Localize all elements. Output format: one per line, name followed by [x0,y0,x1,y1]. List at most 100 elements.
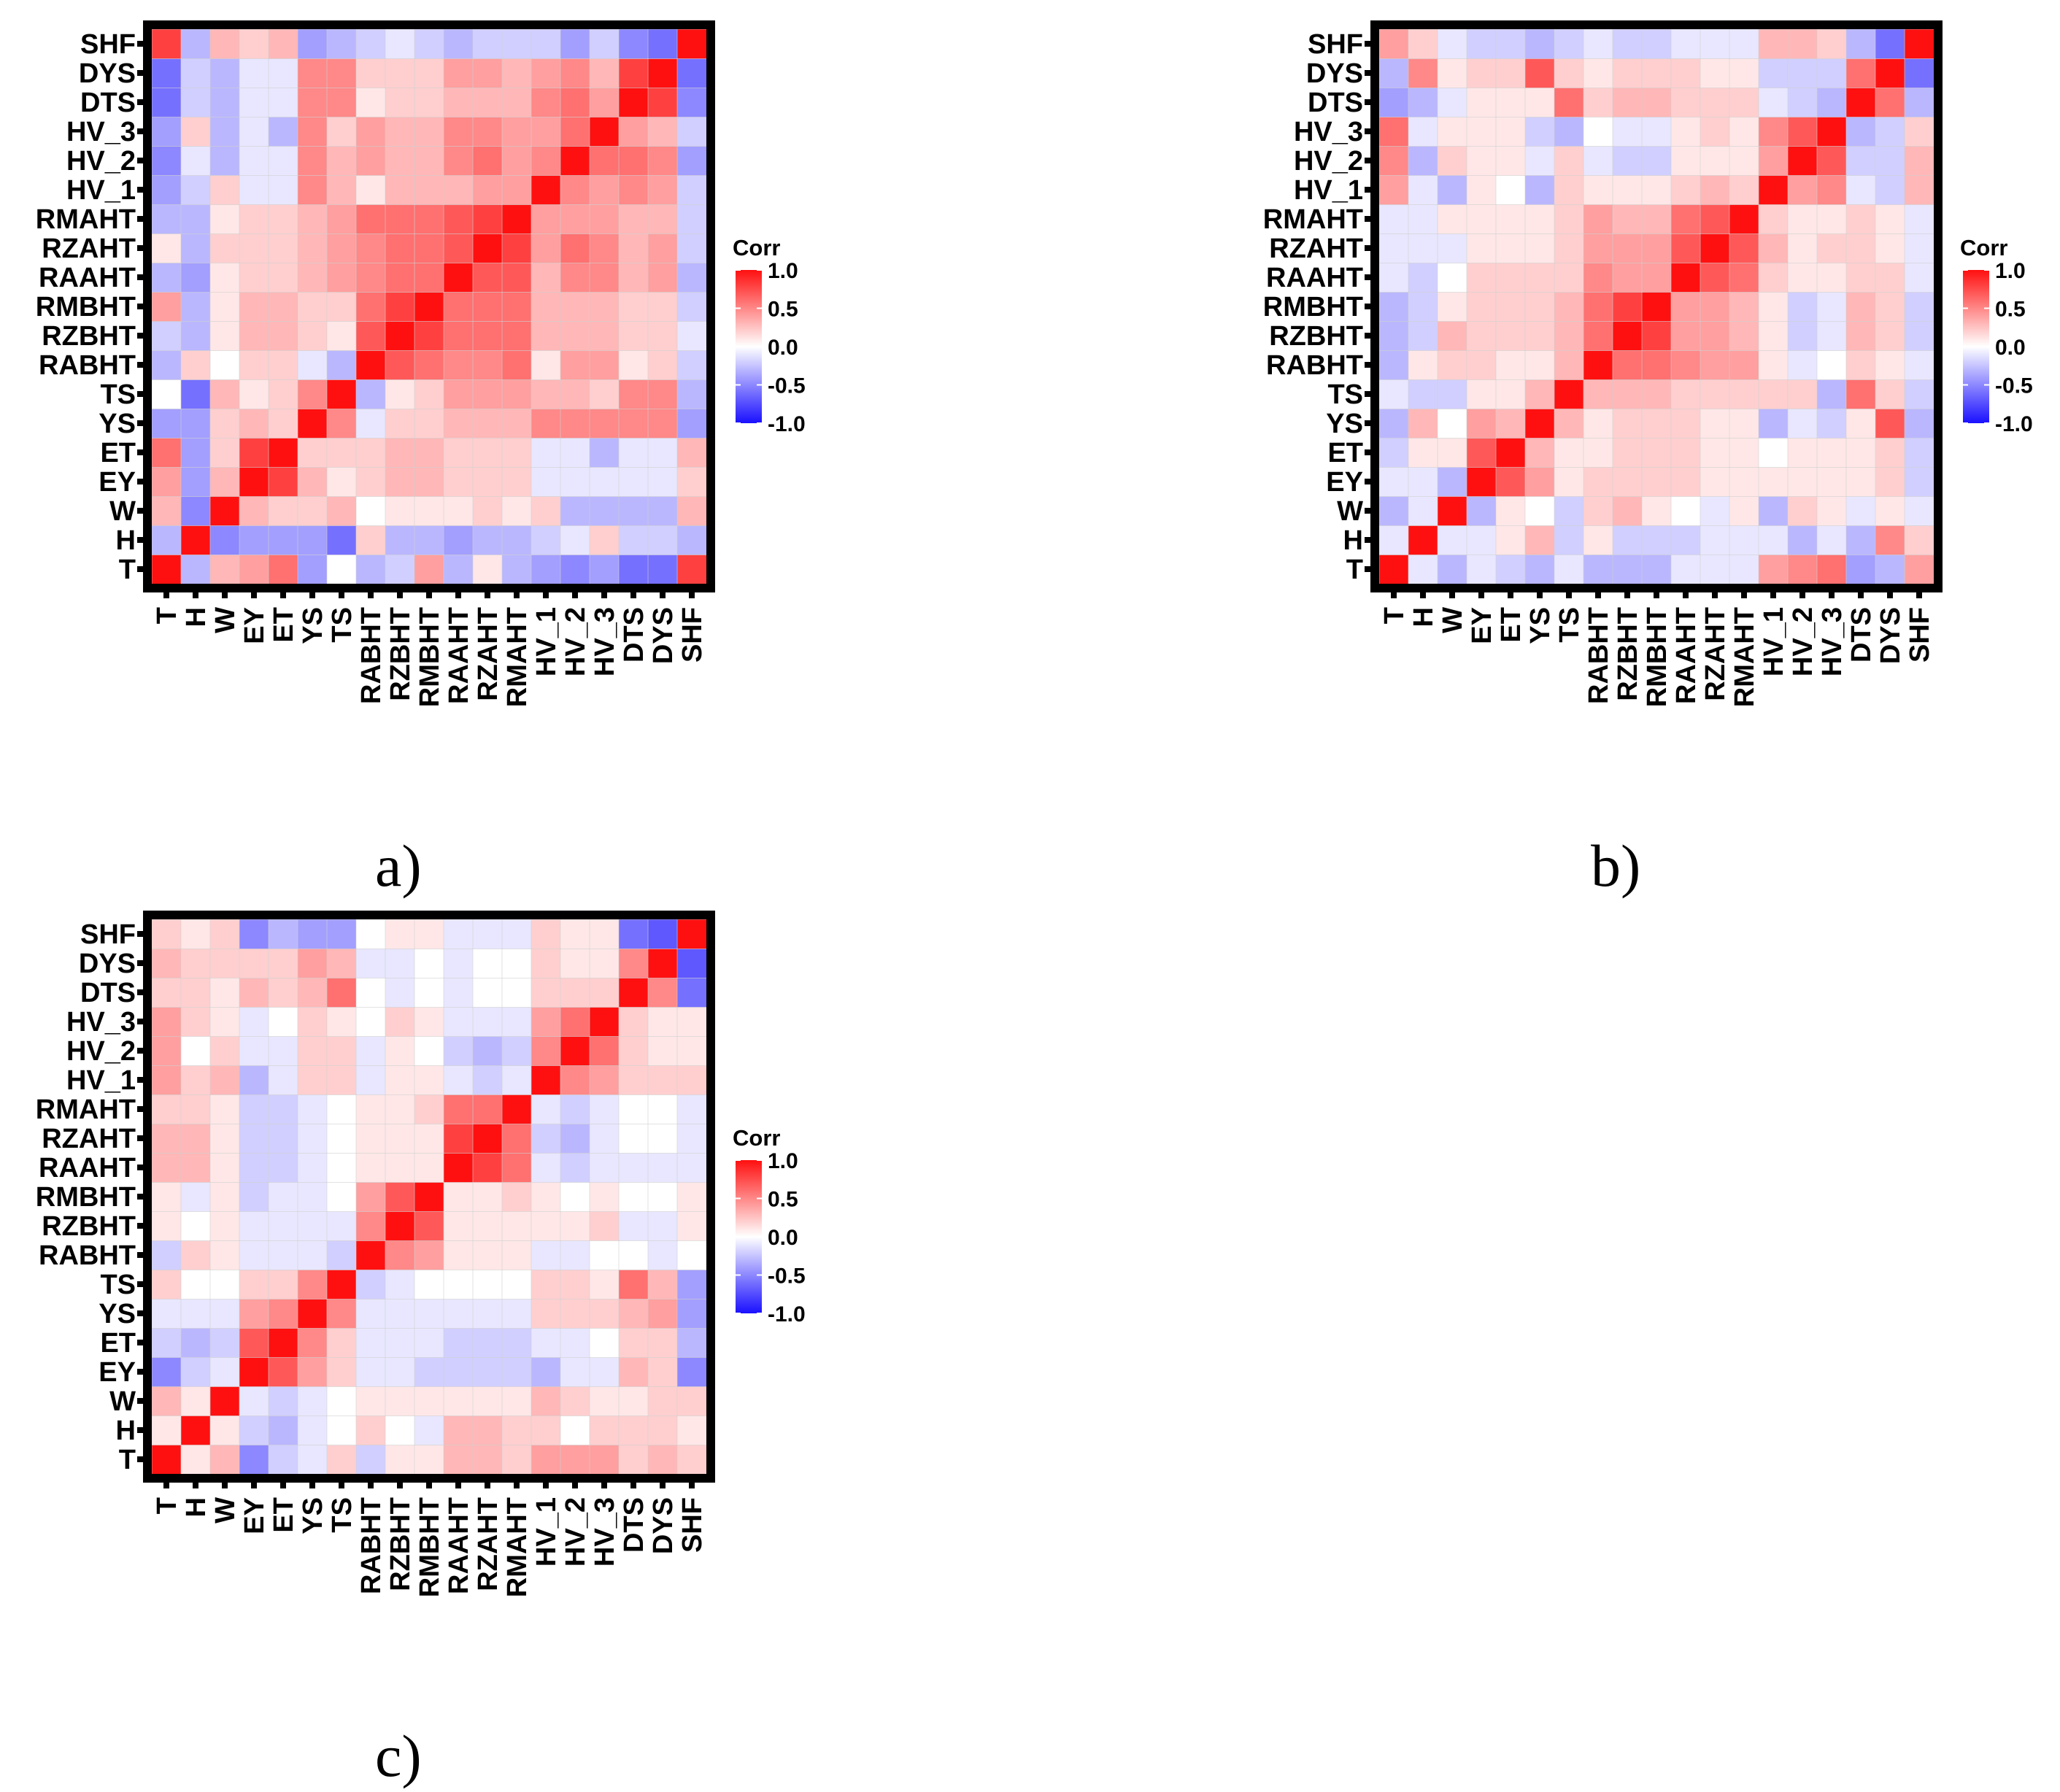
heatmap-cell [180,919,211,949]
heatmap-cell [180,233,211,263]
x-tick-label: HV_3 [1817,607,1848,676]
x-tick-mark [1712,591,1718,598]
heatmap-cell [443,1386,474,1416]
heatmap-cell [472,495,503,526]
heatmap-cell [647,145,678,176]
heatmap-cell [1845,554,1876,584]
heatmap-cell [618,291,649,322]
heatmap-cell [1904,291,1934,322]
heatmap-cell [618,320,649,351]
heatmap-cell [1816,320,1847,351]
heatmap-cell [1583,320,1613,351]
heatmap-cell [1816,554,1847,584]
hm0-cells [151,28,707,584]
heatmap-cell [209,349,240,380]
heatmap-cell [1466,320,1497,351]
heatmap-cell [1466,28,1497,59]
heatmap-cell [209,291,240,322]
heatmap-cell [1524,291,1555,322]
x-tick-label: RMAHT [502,1497,533,1597]
heatmap-cell [1408,379,1438,409]
heatmap-cell [589,554,620,584]
heatmap-cell [209,1181,240,1212]
x-tick-mark [572,1481,578,1488]
heatmap-cell [676,948,707,978]
heatmap-cell [618,87,649,117]
heatmap-cell [647,1065,678,1095]
heatmap-cell [151,948,182,978]
heatmap-cell [209,495,240,526]
heatmap-cell [1700,466,1730,497]
heatmap-cell [443,379,474,409]
x-tick-mark [514,1481,520,1488]
heatmap-cell [209,58,240,88]
heatmap-cell [1904,28,1934,59]
heatmap-cell [151,87,182,117]
heatmap-cell [647,233,678,263]
heatmap-cell [560,116,590,147]
heatmap-cell [560,437,590,468]
heatmap-cell [180,1210,211,1241]
heatmap-cell [180,87,211,117]
heatmap-cell [501,87,532,117]
heatmap-cell [531,1006,561,1037]
heatmap-cell [501,233,532,263]
heatmap-cell [355,1035,386,1066]
heatmap-cell [472,1240,503,1270]
x-tick-mark [485,591,490,598]
heatmap-cell [1816,408,1847,439]
heatmap-cell [355,291,386,322]
y-tick-mark [137,1281,144,1287]
heatmap-cell [647,1356,678,1387]
heatmap-cell [297,1356,328,1387]
y-tick-label: ET [1327,438,1363,468]
heatmap-cell [1554,262,1584,293]
heatmap-cell [355,525,386,555]
y-tick-label: T [1346,555,1363,585]
heatmap-cell [1495,233,1526,263]
y-tick-label: HV_2 [1294,146,1363,177]
heatmap-cell [501,1181,532,1212]
heatmap-cell [618,948,649,978]
heatmap-cell [297,58,328,88]
heatmap-cell [472,466,503,497]
y-tick-mark [137,1077,144,1083]
heatmap-cell [414,525,444,555]
y-tick-mark [137,391,144,397]
heatmap-cell [560,1035,590,1066]
heatmap-cell [414,1269,444,1299]
heatmap-cell [1758,379,1789,409]
heatmap-cell [151,291,182,322]
x-tick-label: RAAHT [444,607,474,704]
x-tick-label: RZBHT [385,1497,416,1591]
heatmap-cell [589,349,620,380]
heatmap-cell [326,1065,357,1095]
heatmap-cell [268,1006,298,1037]
heatmap-cell [531,495,561,526]
heatmap-cell [209,145,240,176]
heatmap-cell [1904,262,1934,293]
heatmap-cell [472,87,503,117]
heatmap-cell [180,1181,211,1212]
heatmap-cell [385,554,415,584]
x-tick-mark [1829,591,1835,598]
heatmap-cell [1612,379,1643,409]
heatmap-cell [531,1240,561,1270]
heatmap-cell [268,379,298,409]
heatmap-cell [385,379,415,409]
heatmap-cell [209,554,240,584]
y-tick-label: RABHT [1266,350,1363,381]
heatmap-cell [1787,554,1818,584]
heatmap-cell [326,379,357,409]
heatmap-cell [180,554,211,584]
x-tick-label: RMBHT [414,1497,445,1597]
heatmap-cell [618,1386,649,1416]
y-tick-mark [1365,216,1372,222]
y-tick-label: ET [100,1328,136,1359]
heatmap-cell [1378,437,1409,468]
heatmap-cell [1378,262,1409,293]
heatmap-cell [1495,145,1526,176]
heatmap-cell [560,87,590,117]
heatmap-cell [531,948,561,978]
heatmap-cell [1378,291,1409,322]
